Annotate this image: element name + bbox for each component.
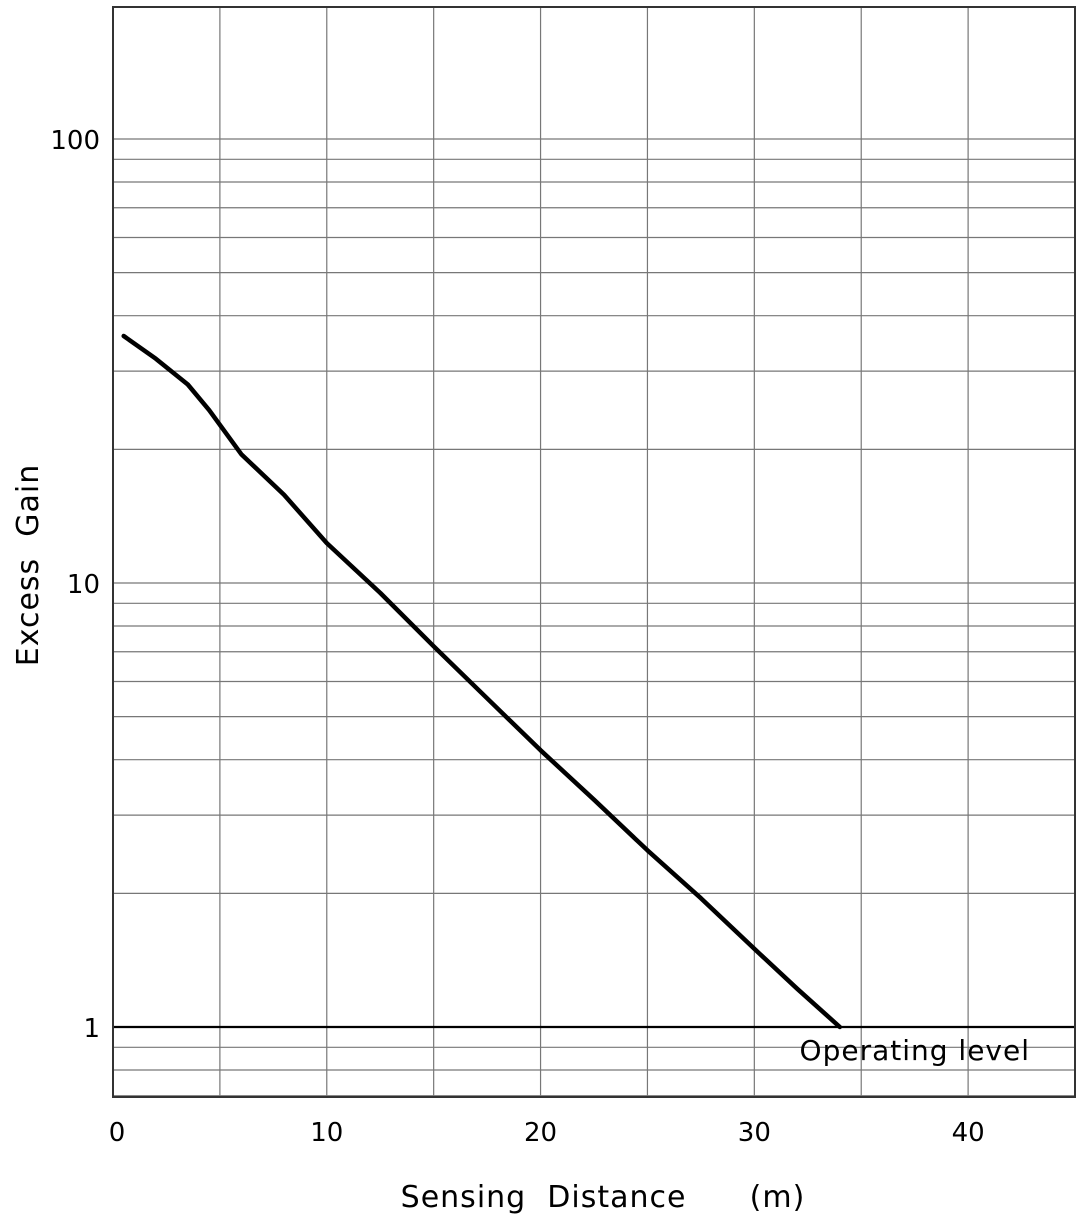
y-tick-label: 1 bbox=[83, 1014, 100, 1044]
x-tick-label: 0 bbox=[109, 1118, 126, 1148]
x-tick-label: 40 bbox=[952, 1118, 985, 1148]
series-line bbox=[121, 333, 843, 1030]
y-tick-labels: 1 10 100 bbox=[50, 126, 100, 1044]
grid-lines bbox=[113, 7, 1075, 1097]
x-tick-label: 10 bbox=[310, 1118, 343, 1148]
y-axis-title: Excess Gain bbox=[11, 464, 46, 666]
x-tick-label: 20 bbox=[524, 1118, 557, 1148]
y-tick-label: 100 bbox=[50, 126, 100, 156]
x-tick-labels: 0 10 20 30 40 bbox=[109, 1118, 985, 1148]
excess-gain-series bbox=[121, 333, 843, 1030]
operating-level-label: Operating level bbox=[800, 1034, 1030, 1067]
y-tick-label: 10 bbox=[67, 570, 100, 600]
x-tick-label: 30 bbox=[738, 1118, 771, 1148]
plot-frame bbox=[112, 6, 1076, 1098]
x-axis-title: Sensing Distance (m) bbox=[401, 1180, 806, 1215]
